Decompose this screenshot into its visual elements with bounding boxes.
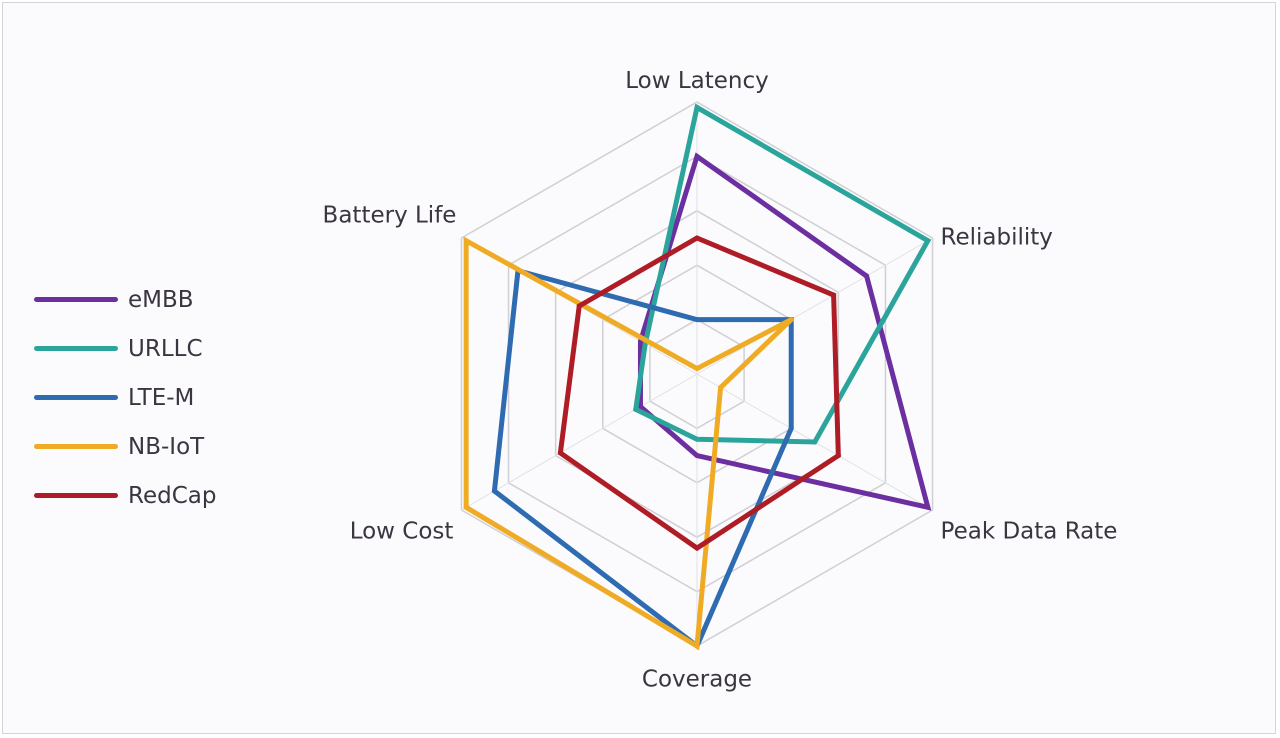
series-nb-iot-point-low-latency xyxy=(694,366,700,372)
spoke-low-cost xyxy=(461,373,698,511)
legend-swatch-redcap xyxy=(34,493,118,498)
series-redcap-point-reliability xyxy=(831,292,837,298)
series-nb-iot-point-peak-data-rate xyxy=(718,385,724,391)
legend: eMBB URLLC LTE-M NB-IoT RedCap xyxy=(34,275,216,520)
legend-item-embb: eMBB xyxy=(34,275,216,324)
series-embb-point-low-latency xyxy=(694,153,700,159)
spoke-reliability xyxy=(696,237,933,375)
series-embb-point-coverage xyxy=(694,453,700,459)
series-lte-m-point-low-latency xyxy=(694,317,700,323)
legend-label-embb: eMBB xyxy=(128,286,194,313)
axis-label-low-cost: Low Cost xyxy=(350,519,454,545)
legend-swatch-lte-m xyxy=(34,395,118,400)
legend-label-lte-m: LTE-M xyxy=(128,384,195,411)
series-nb-iot-point-battery-life xyxy=(463,238,469,244)
legend-swatch-embb xyxy=(34,297,118,302)
legend-label-redcap: RedCap xyxy=(128,482,217,509)
legend-swatch-nb-iot xyxy=(34,444,118,449)
legend-swatch-urllc xyxy=(34,346,118,351)
series-redcap-point-low-cost xyxy=(557,450,563,456)
series-urllc-point-coverage xyxy=(694,436,700,442)
legend-item-nb-iot: NB-IoT xyxy=(34,422,216,471)
radar-series xyxy=(463,103,932,651)
radar-grid xyxy=(460,101,934,647)
axis-label-reliability: Reliability xyxy=(941,225,1053,251)
series-redcap-point-peak-data-rate xyxy=(835,453,841,459)
series-urllc-point-reliability xyxy=(925,238,931,244)
axis-label-battery-life: Battery Life xyxy=(323,203,457,229)
series-lte-m-point-low-cost xyxy=(491,488,497,494)
series-nb-iot-point-coverage xyxy=(694,643,700,649)
series-lte-m-point-peak-data-rate xyxy=(788,425,794,431)
legend-item-redcap: RedCap xyxy=(34,471,216,520)
axis-label-low-latency: Low Latency xyxy=(625,68,769,94)
series-redcap-point-coverage xyxy=(694,545,700,551)
series-urllc-point-peak-data-rate xyxy=(812,439,818,445)
legend-label-urllc: URLLC xyxy=(128,335,203,362)
series-embb-point-low-cost xyxy=(637,404,643,410)
legend-item-urllc: URLLC xyxy=(34,324,216,373)
axis-label-coverage: Coverage xyxy=(642,667,752,693)
series-embb-point-peak-data-rate xyxy=(925,504,931,510)
series-embb-point-reliability xyxy=(864,273,870,279)
legend-label-nb-iot: NB-IoT xyxy=(128,433,205,460)
series-redcap-point-battery-life xyxy=(576,303,582,309)
series-urllc-point-low-cost xyxy=(633,406,639,412)
axis-labels: Low Latency Reliability Peak Data Rate Cove… xyxy=(323,68,1118,693)
axis-label-peak-data-rate: Peak Data Rate xyxy=(941,519,1118,545)
legend-item-lte-m: LTE-M xyxy=(34,373,216,422)
series-urllc-point-low-latency xyxy=(694,104,700,110)
series-nb-iot-point-reliability xyxy=(788,317,794,323)
series-nb-iot-point-low-cost xyxy=(463,504,469,510)
series-redcap-point-low-latency xyxy=(694,235,700,241)
